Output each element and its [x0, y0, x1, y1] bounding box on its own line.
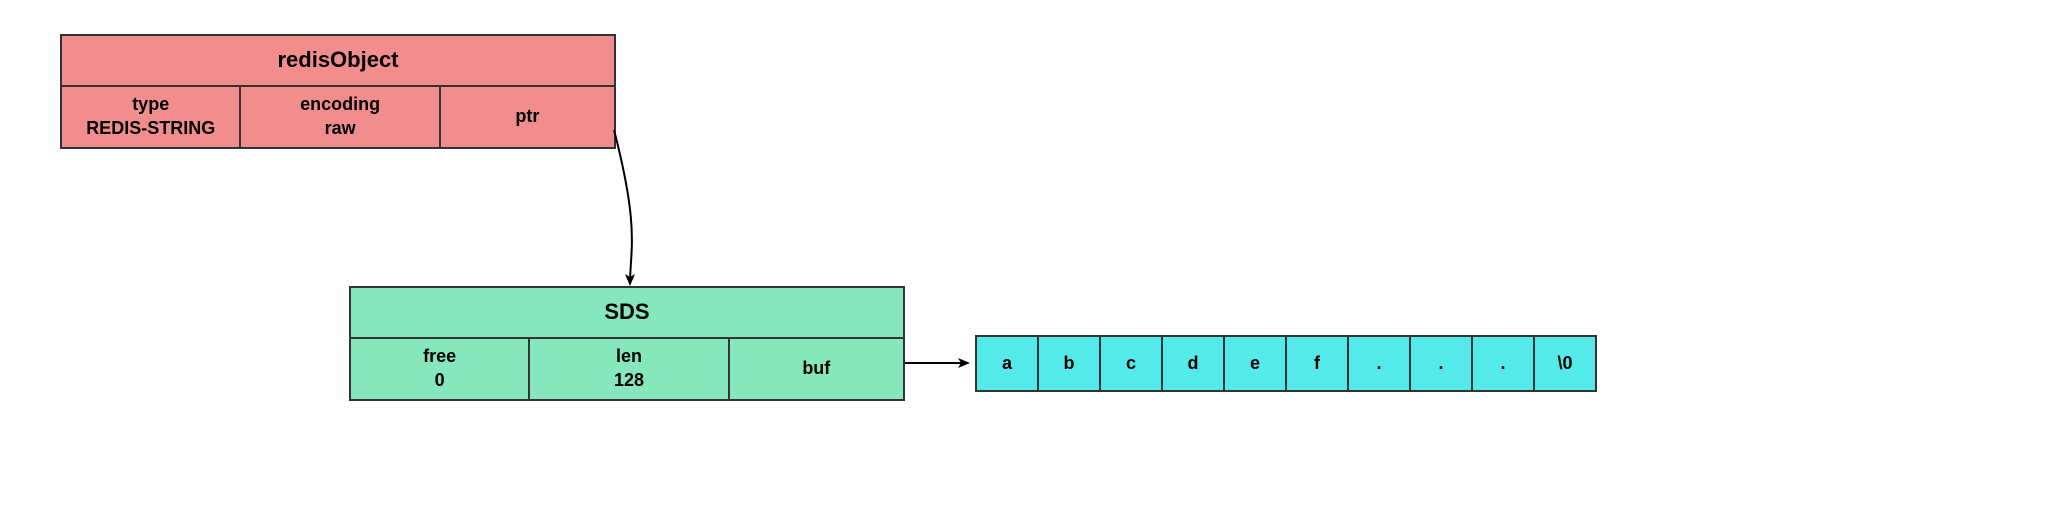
sds-field-len: len 128 — [529, 338, 728, 400]
sds-struct: SDS free 0 len 128 buf — [349, 286, 905, 401]
buffer-cell: . — [1348, 336, 1410, 391]
field-value: 0 — [435, 370, 445, 390]
field-value: raw — [325, 118, 356, 138]
buffer-cell: d — [1162, 336, 1224, 391]
redis-object-field-type: type REDIS-STRING — [61, 86, 240, 148]
arrow-ptr-to-sds — [614, 130, 632, 284]
buffer-cell: . — [1472, 336, 1534, 391]
redis-object-title: redisObject — [61, 35, 615, 86]
buffer-row: a b c d e f . . . \0 — [976, 336, 1596, 391]
buffer-cell: \0 — [1534, 336, 1596, 391]
sds-field-free: free 0 — [350, 338, 529, 400]
redis-object-field-ptr: ptr — [440, 86, 615, 148]
field-value: REDIS-STRING — [86, 118, 215, 138]
field-label: type — [132, 94, 169, 114]
buffer-cell: b — [1038, 336, 1100, 391]
field-value: 128 — [614, 370, 644, 390]
buffer-cell: e — [1224, 336, 1286, 391]
buffer-array: a b c d e f . . . \0 — [975, 335, 1597, 392]
field-label: buf — [802, 358, 830, 378]
buffer-cell: a — [976, 336, 1038, 391]
redis-object-struct: redisObject type REDIS-STRING encoding r… — [60, 34, 616, 149]
buffer-cell: f — [1286, 336, 1348, 391]
redis-object-field-encoding: encoding raw — [240, 86, 439, 148]
sds-title: SDS — [350, 287, 904, 338]
sds-field-buf: buf — [729, 338, 904, 400]
field-label: ptr — [515, 106, 539, 126]
buffer-cell: . — [1410, 336, 1472, 391]
field-label: encoding — [300, 94, 380, 114]
field-label: free — [423, 346, 456, 366]
buffer-cell: c — [1100, 336, 1162, 391]
field-label: len — [616, 346, 642, 366]
